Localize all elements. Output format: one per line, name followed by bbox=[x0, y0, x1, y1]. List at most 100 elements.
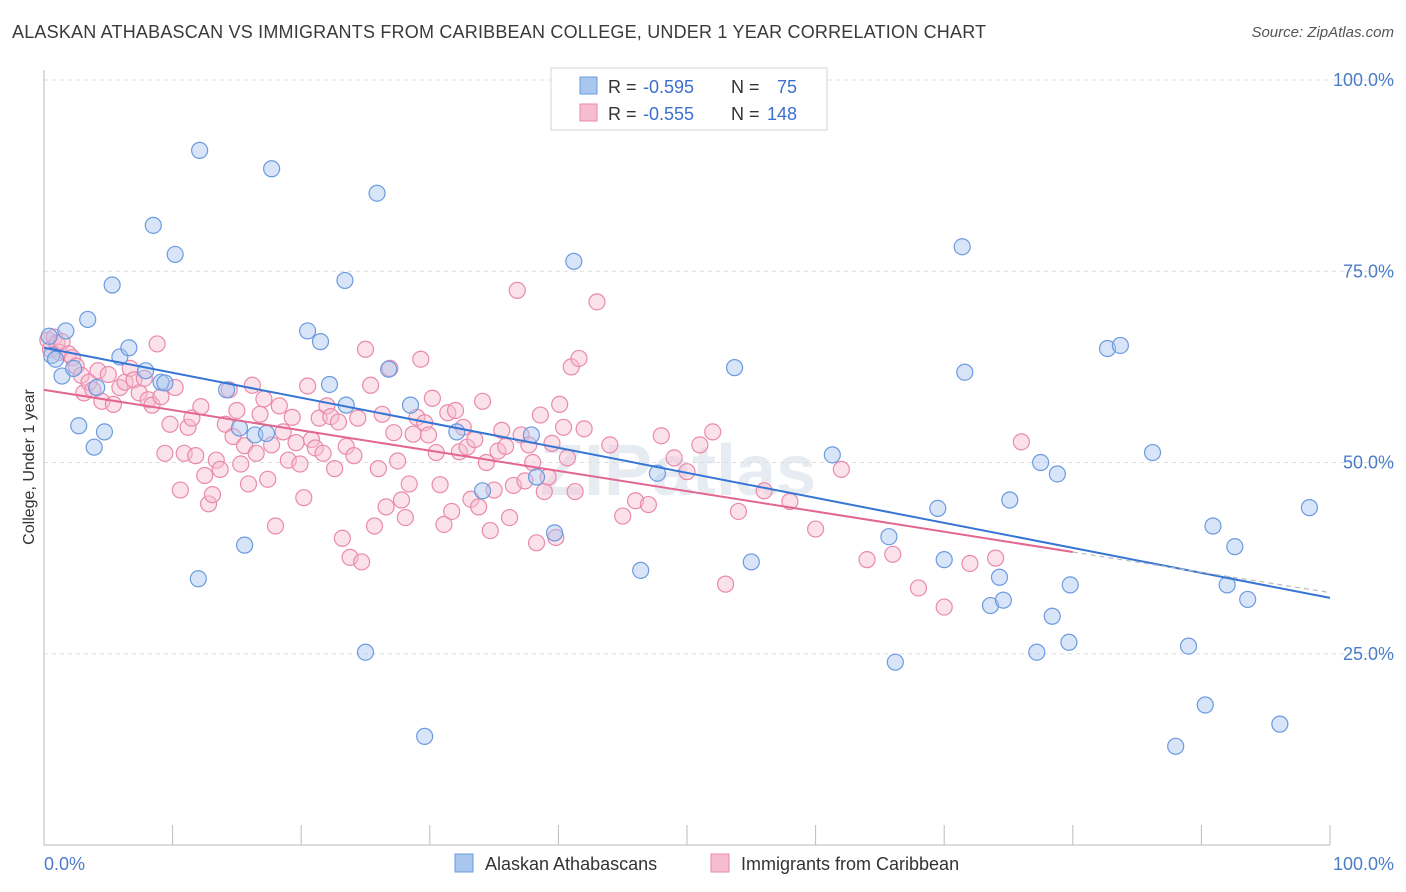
gridlines bbox=[44, 79, 1394, 655]
caribbean-point bbox=[473, 392, 492, 410]
y-tick-label: 50.0% bbox=[1343, 453, 1394, 473]
athabascan-point bbox=[1226, 538, 1244, 556]
athabascan-point bbox=[648, 464, 667, 482]
athabascan-point bbox=[1271, 715, 1289, 733]
caribbean-point bbox=[314, 444, 332, 462]
caribbean-point bbox=[497, 437, 515, 456]
chart-title: ALASKAN ATHABASCAN VS IMMIGRANTS FROM CA… bbox=[12, 22, 987, 42]
caribbean-point bbox=[481, 521, 499, 540]
legend-n-label-2: N = bbox=[731, 104, 760, 124]
bottom-legend-label-athabascan: Alaskan Athabascans bbox=[485, 854, 657, 874]
caribbean-point bbox=[858, 551, 876, 569]
caribbean-point bbox=[423, 389, 441, 407]
caribbean-point bbox=[192, 398, 210, 416]
caribbean-point bbox=[345, 447, 363, 465]
athabascan-point bbox=[64, 359, 83, 378]
legend-n-value-1: 75 bbox=[777, 77, 797, 97]
caribbean-point bbox=[987, 549, 1005, 567]
x-tick-label-max: 100.0% bbox=[1333, 854, 1394, 874]
chart-source: Source: ZipAtlas.com bbox=[1251, 24, 1394, 41]
athabascan-point bbox=[356, 643, 375, 661]
athabascan-point bbox=[545, 524, 564, 542]
athabascan-point bbox=[88, 378, 106, 397]
caribbean-point bbox=[558, 449, 577, 467]
athabascan-point bbox=[1143, 443, 1162, 462]
caribbean-point bbox=[588, 293, 606, 311]
caribbean-point bbox=[228, 401, 246, 420]
caribbean-point bbox=[369, 460, 387, 478]
caribbean-point bbox=[171, 481, 189, 499]
y-tick-label: 25.0% bbox=[1343, 644, 1394, 664]
caribbean-point bbox=[266, 517, 285, 535]
caribbean-point bbox=[247, 444, 265, 462]
series-caribbean-points bbox=[39, 281, 1030, 616]
athabascan-point bbox=[1204, 517, 1222, 535]
series-athabascan-points bbox=[40, 141, 1319, 755]
caribbean-point bbox=[156, 444, 174, 462]
caribbean-point bbox=[551, 395, 569, 413]
athabascan-point bbox=[257, 424, 276, 443]
athabascan-point bbox=[311, 333, 330, 351]
athabascan-point bbox=[1028, 643, 1046, 661]
caribbean-point bbox=[500, 508, 519, 527]
caribbean-point bbox=[187, 447, 205, 465]
caribbean-point bbox=[104, 395, 123, 413]
bottom-legend-swatch-athabascan bbox=[454, 853, 474, 873]
athabascan-point bbox=[632, 561, 650, 579]
athabascan-point bbox=[70, 417, 88, 435]
caribbean-point bbox=[419, 426, 438, 444]
caribbean-point bbox=[412, 350, 430, 368]
caribbean-point bbox=[200, 495, 218, 513]
legend-swatch-caribbean bbox=[579, 103, 598, 122]
caribbean-point bbox=[446, 401, 465, 420]
athabascan-point bbox=[368, 184, 386, 202]
athabascan-trend-line bbox=[43, 346, 1331, 599]
legend-n-value-2: 148 bbox=[767, 104, 797, 124]
x-tick-marks bbox=[43, 825, 1331, 845]
caribbean-point bbox=[329, 413, 348, 431]
caribbean-point bbox=[554, 418, 573, 436]
caribbean-point bbox=[251, 405, 269, 423]
caribbean-point bbox=[466, 430, 484, 449]
caribbean-point bbox=[665, 449, 683, 467]
bottom-legend-swatch-caribbean bbox=[710, 853, 730, 873]
caribbean-point bbox=[203, 486, 222, 504]
caribbean-point bbox=[729, 502, 748, 521]
caribbean-point bbox=[392, 491, 411, 509]
athabascan-point bbox=[1196, 696, 1214, 714]
athabascan-point bbox=[191, 141, 209, 159]
athabascan-point bbox=[1048, 465, 1066, 483]
trend-lines bbox=[43, 346, 1331, 599]
athabascan-point bbox=[1167, 737, 1185, 755]
athabascan-point bbox=[990, 568, 1009, 586]
caribbean-point bbox=[259, 470, 277, 488]
caribbean-point bbox=[152, 388, 170, 406]
legend-n-label-1: N = bbox=[731, 77, 760, 97]
caribbean-point bbox=[443, 502, 461, 521]
caribbean-point bbox=[179, 418, 197, 436]
athabascan-point bbox=[166, 245, 184, 264]
y-tick-label: 75.0% bbox=[1343, 261, 1394, 281]
caribbean-point bbox=[216, 415, 234, 433]
athabascan-point bbox=[880, 528, 898, 546]
caribbean-trend-line bbox=[43, 388, 1073, 553]
caribbean-point bbox=[527, 534, 546, 552]
caribbean-point bbox=[909, 579, 928, 597]
caribbean-point bbox=[470, 498, 488, 516]
caribbean-point bbox=[211, 460, 229, 478]
caribbean-point bbox=[493, 421, 511, 439]
series-legend: Alaskan Athabascans Immigrants from Cari… bbox=[454, 853, 959, 874]
athabascan-point bbox=[136, 362, 155, 380]
athabascan-point bbox=[1111, 336, 1129, 355]
athabascan-point bbox=[320, 375, 339, 394]
athabascan-point bbox=[473, 482, 492, 500]
athabascan-point bbox=[886, 653, 904, 671]
caribbean-point bbox=[255, 390, 273, 408]
legend-swatch-athabascan bbox=[579, 76, 598, 95]
caribbean-point bbox=[326, 460, 344, 478]
caribbean-point bbox=[349, 409, 367, 427]
caribbean-point bbox=[543, 434, 561, 452]
athabascan-point bbox=[40, 327, 58, 345]
athabascan-point bbox=[981, 596, 1000, 615]
